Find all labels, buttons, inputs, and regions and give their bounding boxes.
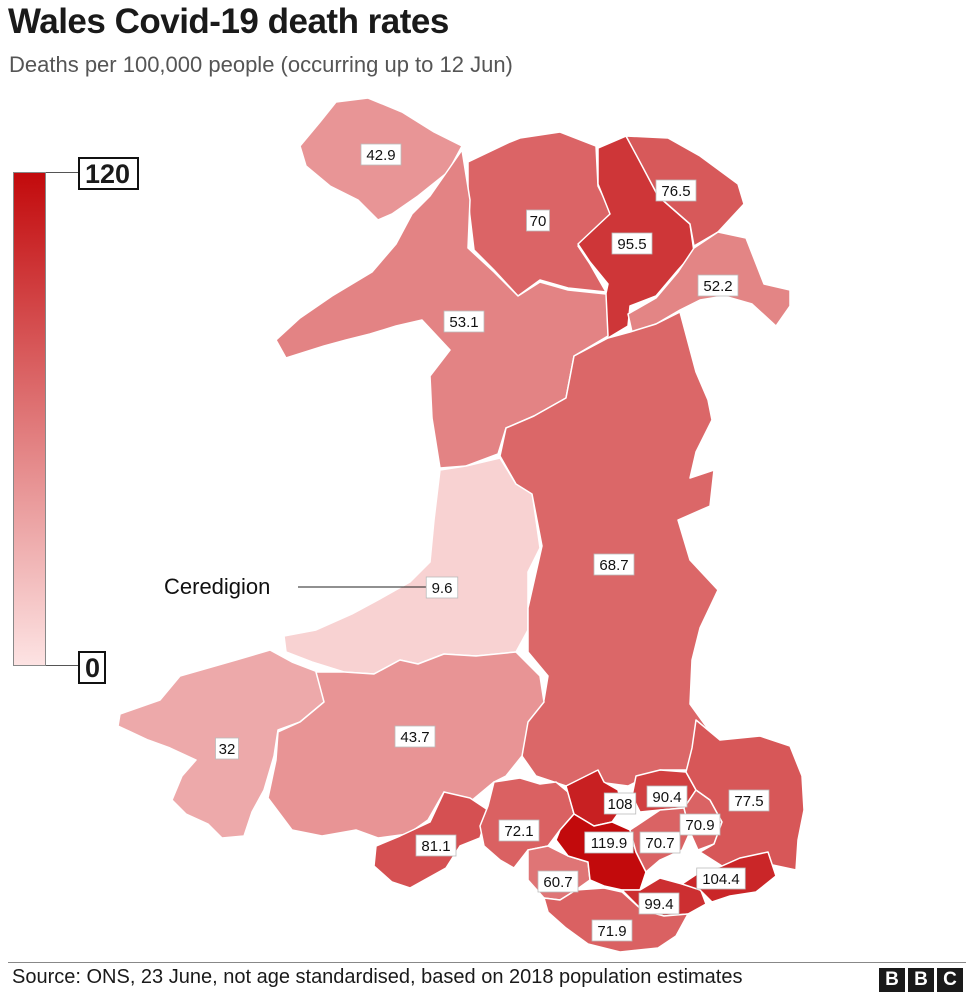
value-label-denbighshire: 95.5: [611, 232, 653, 255]
value-label-box: [443, 310, 485, 333]
region-powys: [499, 311, 719, 787]
value-label-box: [584, 831, 634, 854]
value-label-bridgend: 60.7: [537, 870, 579, 893]
value-label-box: [639, 831, 681, 854]
value-label-pembrokeshire: 32: [215, 737, 239, 760]
value-label-text: 95.5: [617, 236, 646, 253]
value-label-text: 70.9: [685, 817, 714, 834]
value-label-box: [655, 179, 697, 202]
bbc-logo-block-3: C: [937, 968, 963, 992]
color-scale-bar: [13, 172, 46, 666]
value-label-text: 108: [607, 796, 632, 813]
value-label-box: [728, 789, 770, 812]
value-label-vale-of-glamorgan: 71.9: [591, 919, 633, 942]
bbc-logo-block-2: B: [908, 968, 934, 992]
value-label-text: 43.7: [400, 729, 429, 746]
value-label-monmouthshire: 77.5: [728, 789, 770, 812]
value-label-cardiff: 99.4: [638, 892, 680, 915]
value-label-text: 68.7: [599, 557, 628, 574]
value-label-anglesey: 42.9: [360, 143, 402, 166]
value-label-text: 70: [530, 213, 547, 230]
value-label-caerphilly: 70.7: [639, 831, 681, 854]
value-label-box: [425, 576, 459, 599]
legend-min-label: 0: [78, 651, 106, 684]
value-label-newport: 104.4: [696, 867, 746, 890]
legend-min-tick: [46, 665, 78, 666]
value-label-text: 53.1: [449, 314, 478, 331]
value-label-box: [360, 143, 402, 166]
value-label-ceredigion: 9.6: [425, 576, 459, 599]
value-label-text: 32: [219, 741, 236, 758]
value-label-text: 81.1: [421, 838, 450, 855]
chart-title: Wales Covid-19 death rates: [8, 2, 449, 41]
value-label-text: 77.5: [734, 793, 763, 810]
value-label-box: [679, 813, 721, 836]
value-label-conwy: 70: [526, 209, 550, 232]
bbc-logo: B B C: [879, 968, 963, 992]
value-label-box: [603, 792, 637, 815]
value-label-box: [591, 919, 633, 942]
value-label-wrexham: 52.2: [697, 274, 739, 297]
legend-max-label: 120: [78, 157, 139, 190]
value-label-box: [526, 209, 550, 232]
value-label-gwynedd: 53.1: [443, 310, 485, 333]
value-label-carmarthenshire: 43.7: [394, 725, 436, 748]
region-ceredigion: [283, 457, 541, 675]
value-label-text: 72.1: [504, 823, 533, 840]
value-label-text: 90.4: [652, 789, 681, 806]
value-label-box: [498, 819, 540, 842]
legend-max-tick: [46, 172, 78, 173]
value-label-neath-port-talbot: 72.1: [498, 819, 540, 842]
ceredigion-callout-label: Ceredigion: [164, 574, 270, 599]
value-label-merthyr-tydfil: 108: [603, 792, 637, 815]
value-label-swansea: 81.1: [415, 834, 457, 857]
value-label-text: 60.7: [543, 874, 572, 891]
value-label-box: [611, 232, 653, 255]
value-label-text: 52.2: [703, 278, 732, 295]
region-gwynedd: [275, 149, 609, 469]
value-label-box: [696, 867, 746, 890]
value-label-text: 99.4: [644, 896, 673, 913]
value-label-box: [638, 892, 680, 915]
value-label-box: [537, 870, 579, 893]
value-label-text: 71.9: [597, 923, 626, 940]
value-labels-layer: 42.9 70 95.5 76.5 53.1 9.6 52.2 68.7 32 43.7 81.1 7…: [215, 143, 770, 942]
value-label-text: 9.6: [432, 580, 453, 597]
value-label-text: 42.9: [366, 147, 395, 164]
value-label-text: 104.4: [702, 871, 740, 888]
callout-layer: Ceredigion: [164, 574, 428, 599]
value-label-box: [215, 737, 239, 760]
value-label-text: 119.9: [591, 835, 627, 852]
footer-divider: [8, 962, 966, 963]
value-label-flintshire: 76.5: [655, 179, 697, 202]
value-label-box: [646, 785, 688, 808]
value-label-rhondda-cynon-taf: 119.9: [584, 831, 634, 854]
value-label-box: [697, 274, 739, 297]
value-label-blaenau-gwent: 90.4: [646, 785, 688, 808]
value-label-box: [394, 725, 436, 748]
value-label-torfaen: 70.9: [679, 813, 721, 836]
bbc-logo-block-1: B: [879, 968, 905, 992]
chart-subtitle: Deaths per 100,000 people (occurring up …: [9, 52, 513, 77]
value-label-box: [415, 834, 457, 857]
value-label-box: [593, 553, 635, 576]
value-label-powys: 68.7: [593, 553, 635, 576]
value-label-text: 76.5: [661, 183, 690, 200]
value-label-text: 70.7: [645, 835, 674, 852]
source-note: Source: ONS, 23 June, not age standardis…: [12, 966, 743, 988]
